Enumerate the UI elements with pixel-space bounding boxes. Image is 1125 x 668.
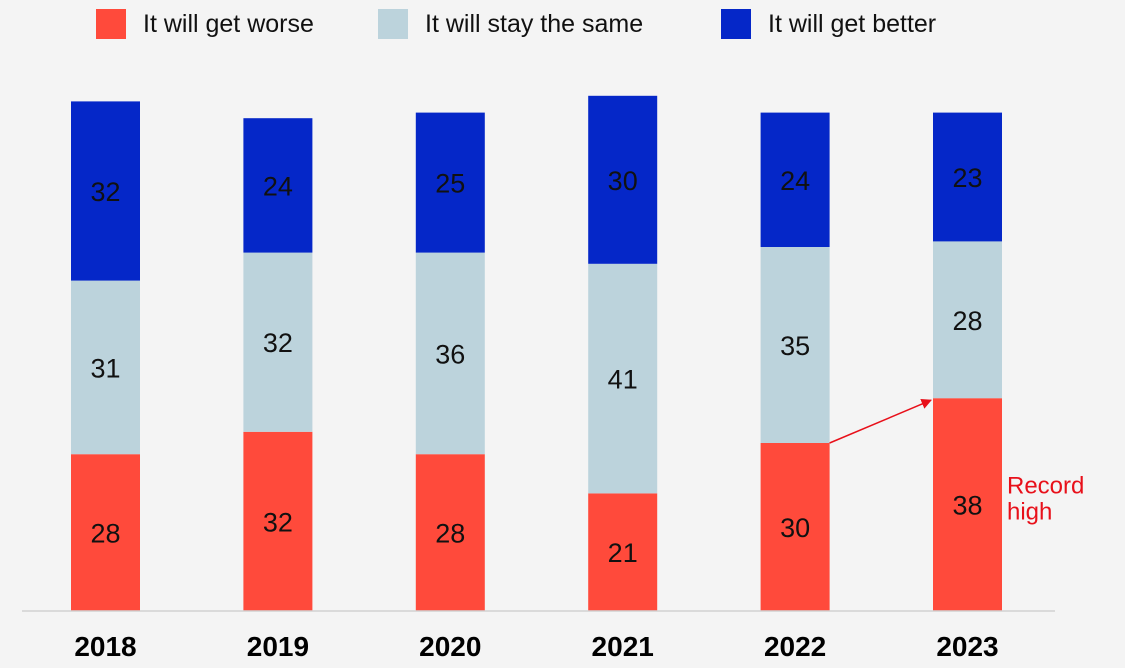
record-high-label: Record high bbox=[1007, 473, 1084, 526]
legend-swatch-it-will-stay-the-same bbox=[378, 9, 408, 39]
x-tick-label-2019: 2019 bbox=[247, 631, 309, 662]
data-label-it-will-stay-the-same-2022: 35 bbox=[780, 331, 810, 361]
bar-it-will-get-worse-2019 bbox=[243, 431, 313, 611]
bar-it-will-get-worse-2022 bbox=[760, 443, 830, 611]
record-high-label-line-1: Record bbox=[1007, 473, 1084, 500]
data-label-it-will-get-worse-2020: 28 bbox=[435, 519, 465, 549]
data-label-it-will-get-better-2019: 24 bbox=[263, 171, 293, 201]
data-label-it-will-get-better-2020: 25 bbox=[435, 169, 465, 199]
legend-item-it-will-get-better: It will get better bbox=[721, 9, 936, 39]
bar-it-will-stay-the-same-2018 bbox=[71, 280, 140, 455]
bar-stack-2021: 21 41 30 bbox=[588, 95, 658, 611]
data-label-it-will-get-better-2021: 30 bbox=[608, 166, 638, 196]
data-label-it-will-get-worse-2019: 32 bbox=[263, 507, 293, 537]
data-label-it-will-get-worse-2021: 21 bbox=[608, 538, 638, 568]
bar-it-will-stay-the-same-2023 bbox=[933, 241, 1002, 399]
record-high-arrow bbox=[829, 399, 932, 444]
x-tick-label-2018: 2018 bbox=[74, 631, 136, 662]
bar-it-will-get-better-2022 bbox=[760, 112, 830, 247]
data-label-it-will-get-worse-2023: 38 bbox=[952, 491, 982, 521]
bar-it-will-stay-the-same-2019 bbox=[243, 252, 313, 432]
bar-it-will-get-better-2018 bbox=[71, 101, 140, 281]
bar-stack-2018: 28 31 32 bbox=[71, 101, 140, 611]
bar-stack-2019: 32 32 24 bbox=[243, 118, 313, 611]
data-label-it-will-stay-the-same-2020: 36 bbox=[435, 339, 465, 369]
bar-stack-2020: 28 36 25 bbox=[415, 112, 485, 611]
bar-it-will-stay-the-same-2021 bbox=[588, 263, 658, 494]
legend-label-it-will-get-worse: It will get worse bbox=[143, 10, 314, 38]
x-tick-label-2021: 2021 bbox=[592, 631, 654, 662]
data-label-it-will-get-worse-2022: 30 bbox=[780, 513, 810, 543]
x-tick-label-2022: 2022 bbox=[764, 631, 826, 662]
bar-it-will-get-better-2021 bbox=[588, 95, 658, 264]
bar-it-will-get-worse-2023 bbox=[933, 398, 1002, 611]
data-label-it-will-stay-the-same-2019: 32 bbox=[263, 328, 293, 358]
bar-it-will-get-better-2020 bbox=[415, 112, 485, 253]
x-tick-label-2020: 2020 bbox=[419, 631, 481, 662]
legend-swatch-it-will-get-better bbox=[721, 9, 751, 39]
bar-it-will-get-worse-2021 bbox=[588, 493, 658, 611]
bar-it-will-stay-the-same-2020 bbox=[415, 252, 485, 455]
x-tick-label-2023: 2023 bbox=[936, 631, 998, 662]
bar-it-will-stay-the-same-2022 bbox=[760, 247, 830, 443]
bar-it-will-get-worse-2020 bbox=[415, 454, 485, 611]
data-label-it-will-stay-the-same-2021: 41 bbox=[608, 365, 638, 395]
data-label-it-will-stay-the-same-2018: 31 bbox=[90, 353, 120, 383]
x-axis-ticks: 2018 2019 2020 2021 2022 2023 bbox=[74, 631, 998, 662]
data-label-it-will-stay-the-same-2023: 28 bbox=[952, 306, 982, 336]
data-label-it-will-get-worse-2018: 28 bbox=[90, 519, 120, 549]
legend-item-it-will-get-worse: It will get worse bbox=[96, 9, 314, 39]
bar-it-will-get-better-2019 bbox=[243, 118, 313, 253]
bar-stack-2023: 38 28 23 bbox=[933, 112, 1002, 611]
bar-it-will-get-worse-2018 bbox=[71, 454, 140, 611]
bar-stack-2022: 30 35 24 bbox=[760, 112, 830, 611]
record-high-annotation: Record high bbox=[829, 399, 1084, 526]
data-label-it-will-get-better-2023: 23 bbox=[952, 163, 982, 193]
bars-group: 28 31 32 32 32 24 28 36 25 21 41 30 30 35 24 38 28 23 bbox=[71, 95, 1002, 611]
chart-legend: It will get worse It will stay the same It… bbox=[96, 9, 936, 39]
data-label-it-will-get-better-2022: 24 bbox=[780, 166, 810, 196]
legend-item-it-will-stay-the-same: It will stay the same bbox=[378, 9, 643, 39]
legend-label-it-will-get-better: It will get better bbox=[768, 10, 936, 38]
legend-label-it-will-stay-the-same: It will stay the same bbox=[425, 10, 643, 38]
data-label-it-will-get-better-2018: 32 bbox=[90, 177, 120, 207]
legend-swatch-it-will-get-worse bbox=[96, 9, 126, 39]
bar-it-will-get-better-2023 bbox=[933, 112, 1002, 242]
record-high-label-line-2: high bbox=[1007, 499, 1052, 526]
